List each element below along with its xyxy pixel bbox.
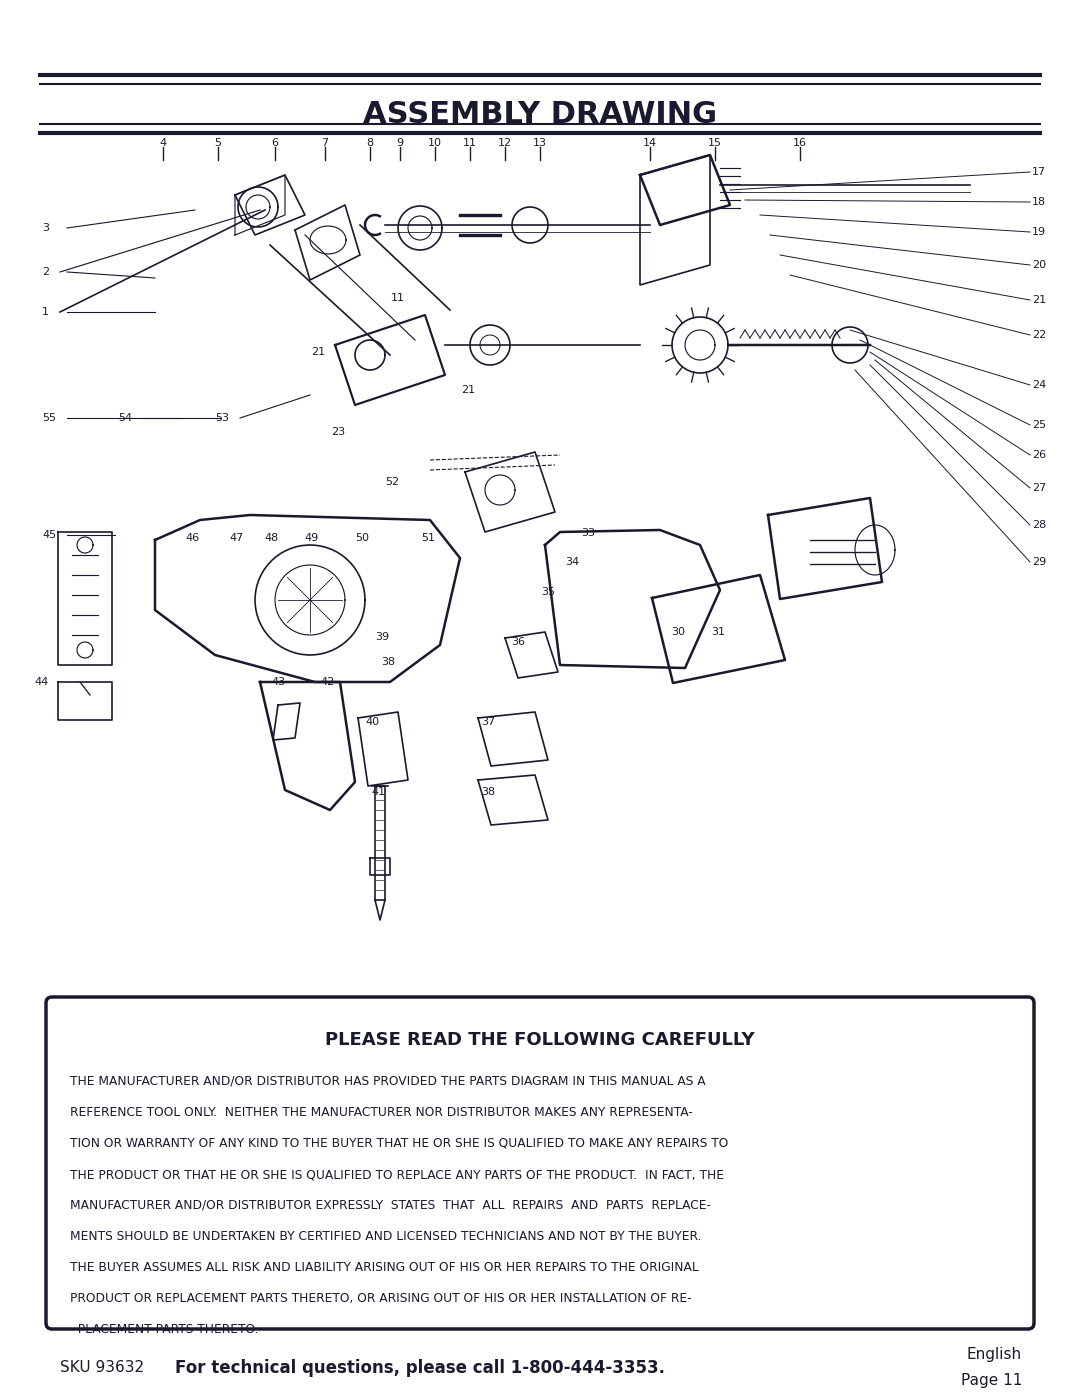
Text: 17: 17 [1032, 168, 1047, 177]
Text: 40: 40 [365, 717, 379, 726]
Text: THE MANUFACTURER AND/OR DISTRIBUTOR HAS PROVIDED THE PARTS DIAGRAM IN THIS MANUA: THE MANUFACTURER AND/OR DISTRIBUTOR HAS … [70, 1076, 705, 1088]
Text: 1: 1 [42, 307, 49, 317]
Text: 30: 30 [671, 627, 685, 637]
Text: 26: 26 [1032, 450, 1047, 460]
Text: 50: 50 [355, 534, 369, 543]
Text: 11: 11 [463, 138, 477, 148]
Text: PRODUCT OR REPLACEMENT PARTS THERETO, OR ARISING OUT OF HIS OR HER INSTALLATION : PRODUCT OR REPLACEMENT PARTS THERETO, OR… [70, 1292, 691, 1305]
Text: 12: 12 [498, 138, 512, 148]
Text: 13: 13 [534, 138, 546, 148]
Text: 54: 54 [118, 414, 132, 423]
Text: 9: 9 [396, 138, 404, 148]
Text: TION OR WARRANTY OF ANY KIND TO THE BUYER THAT HE OR SHE IS QUALIFIED TO MAKE AN: TION OR WARRANTY OF ANY KIND TO THE BUYE… [70, 1137, 728, 1150]
Text: 8: 8 [366, 138, 374, 148]
Text: 38: 38 [481, 787, 495, 798]
Text: 20: 20 [1032, 260, 1047, 270]
Text: 27: 27 [1032, 483, 1047, 493]
Text: 6: 6 [271, 138, 279, 148]
Text: THE PRODUCT OR THAT HE OR SHE IS QUALIFIED TO REPLACE ANY PARTS OF THE PRODUCT. : THE PRODUCT OR THAT HE OR SHE IS QUALIFI… [70, 1168, 724, 1180]
Text: ASSEMBLY DRAWING: ASSEMBLY DRAWING [363, 101, 717, 129]
Text: 28: 28 [1032, 520, 1047, 529]
Text: 37: 37 [481, 717, 495, 726]
Text: 14: 14 [643, 138, 657, 148]
Text: 42: 42 [321, 678, 335, 687]
Text: 33: 33 [581, 528, 595, 538]
Text: MENTS SHOULD BE UNDERTAKEN BY CERTIFIED AND LICENSED TECHNICIANS AND NOT BY THE : MENTS SHOULD BE UNDERTAKEN BY CERTIFIED … [70, 1229, 702, 1243]
Text: 29: 29 [1032, 557, 1047, 567]
Text: 16: 16 [793, 138, 807, 148]
Text: 2: 2 [42, 267, 49, 277]
Text: 43: 43 [271, 678, 285, 687]
Text: 35: 35 [541, 587, 555, 597]
Text: 23: 23 [330, 427, 346, 437]
Text: For technical questions, please call 1-800-444-3353.: For technical questions, please call 1-8… [175, 1359, 665, 1377]
Text: 21: 21 [461, 386, 475, 395]
Text: 53: 53 [215, 414, 229, 423]
Text: 48: 48 [265, 534, 279, 543]
Text: THE BUYER ASSUMES ALL RISK AND LIABILITY ARISING OUT OF HIS OR HER REPAIRS TO TH: THE BUYER ASSUMES ALL RISK AND LIABILITY… [70, 1261, 699, 1274]
Text: 7: 7 [322, 138, 328, 148]
Text: 31: 31 [711, 627, 725, 637]
Text: 18: 18 [1032, 197, 1047, 207]
Text: 15: 15 [708, 138, 723, 148]
Text: 36: 36 [511, 637, 525, 647]
Text: 55: 55 [42, 414, 56, 423]
Text: 44: 44 [35, 678, 49, 687]
Text: 24: 24 [1032, 380, 1047, 390]
Text: 25: 25 [1032, 420, 1047, 430]
Text: 21: 21 [311, 346, 325, 358]
Text: 11: 11 [391, 293, 405, 303]
Text: 21: 21 [1032, 295, 1047, 305]
Text: REFERENCE TOOL ONLY.  NEITHER THE MANUFACTURER NOR DISTRIBUTOR MAKES ANY REPRESE: REFERENCE TOOL ONLY. NEITHER THE MANUFAC… [70, 1106, 693, 1119]
Text: 51: 51 [421, 534, 435, 543]
Text: 5: 5 [215, 138, 221, 148]
Text: PLEASE READ THE FOLLOWING CAREFULLY: PLEASE READ THE FOLLOWING CAREFULLY [325, 1031, 755, 1049]
Text: 38: 38 [381, 657, 395, 666]
Text: MANUFACTURER AND/OR DISTRIBUTOR EXPRESSLY  STATES  THAT  ALL  REPAIRS  AND  PART: MANUFACTURER AND/OR DISTRIBUTOR EXPRESSL… [70, 1199, 711, 1213]
Text: SKU 93632: SKU 93632 [60, 1361, 144, 1376]
Text: 34: 34 [565, 557, 579, 567]
Text: 52: 52 [384, 476, 400, 488]
FancyBboxPatch shape [46, 997, 1034, 1329]
Text: 41: 41 [370, 787, 386, 798]
Text: English: English [967, 1348, 1022, 1362]
Text: 3: 3 [42, 224, 49, 233]
Text: 10: 10 [428, 138, 442, 148]
Text: 4: 4 [160, 138, 166, 148]
Text: 46: 46 [185, 534, 199, 543]
Text: 49: 49 [305, 534, 319, 543]
Text: 45: 45 [42, 529, 56, 541]
Text: PLACEMENT PARTS THERETO.: PLACEMENT PARTS THERETO. [70, 1323, 258, 1336]
Text: Page 11: Page 11 [960, 1373, 1022, 1389]
Text: 47: 47 [230, 534, 244, 543]
Text: 39: 39 [375, 631, 389, 643]
Text: 22: 22 [1032, 330, 1047, 339]
Text: 19: 19 [1032, 226, 1047, 237]
